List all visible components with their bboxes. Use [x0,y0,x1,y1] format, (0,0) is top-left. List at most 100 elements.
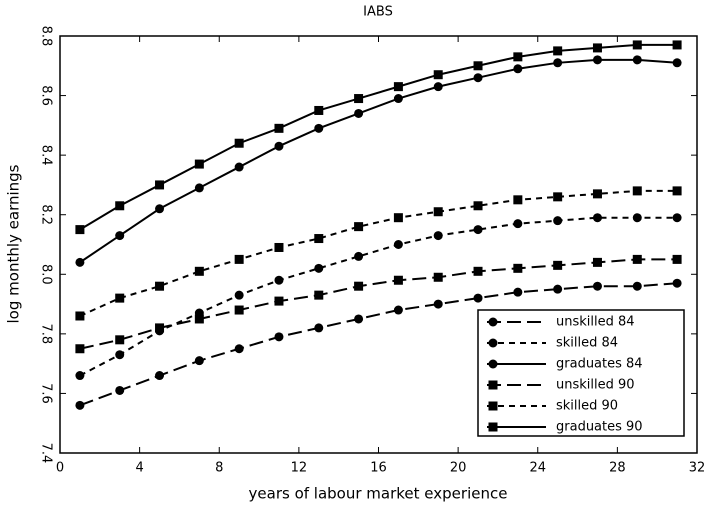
chart-title: IABS [363,5,393,20]
marker [115,335,125,345]
marker [354,251,364,261]
marker [274,123,284,133]
marker [155,371,165,381]
marker [433,299,443,309]
marker [75,225,85,235]
marker [354,281,364,291]
marker [194,183,204,193]
marker [234,290,244,300]
y-tick-label: 8.2 [39,204,54,225]
marker [75,344,85,354]
marker [553,58,563,68]
marker [513,195,523,205]
marker [155,281,165,291]
marker [473,73,483,83]
marker [433,70,443,80]
legend-label: graduates 90 [556,420,643,435]
marker [632,254,642,264]
marker [274,242,284,252]
marker [513,263,523,273]
marker [234,305,244,315]
marker [592,43,602,53]
marker [513,52,523,62]
marker [274,296,284,306]
marker [234,162,244,172]
marker [314,323,324,333]
marker [354,314,364,324]
marker [194,314,204,324]
legend-marker [488,380,498,390]
series-line [79,258,678,350]
marker [473,201,483,211]
legend-marker [488,401,498,411]
marker [75,400,85,410]
marker [672,278,682,288]
series-line [79,282,678,407]
marker [473,61,483,71]
marker [314,290,324,300]
x-tick-label: 12 [291,461,308,476]
marker [75,371,85,381]
legend-marker [488,317,498,327]
marker [393,94,403,104]
marker [155,204,165,214]
legend-label: skilled 84 [556,336,618,351]
marker [433,272,443,282]
marker [155,180,165,190]
marker [632,40,642,50]
marker [433,207,443,217]
y-axis-label: log monthly earnings [5,164,23,323]
marker [354,222,364,232]
marker [115,293,125,303]
marker [672,58,682,68]
legend-marker [488,422,498,432]
marker [473,266,483,276]
legend-label: skilled 90 [556,399,618,414]
marker [513,219,523,229]
marker [115,350,125,360]
marker [115,231,125,241]
marker [553,216,563,226]
marker [155,323,165,333]
y-tick-label: 8.8 [39,26,54,47]
marker [592,189,602,199]
marker [314,105,324,115]
legend-label: unskilled 90 [556,378,635,393]
x-tick-label: 16 [370,461,387,476]
marker [592,281,602,291]
marker [513,64,523,74]
marker [354,94,364,104]
x-tick-label: 0 [56,461,64,476]
legend-label: graduates 84 [556,357,643,372]
legend-marker [488,338,498,348]
marker [274,141,284,151]
legend-box [477,309,685,437]
marker [234,138,244,148]
marker [632,281,642,291]
x-tick-label: 20 [450,461,467,476]
y-tick-label: 7.4 [39,443,54,464]
marker [314,123,324,133]
marker [393,275,403,285]
y-tick-label: 8.4 [39,145,54,166]
marker [672,254,682,264]
x-tick-label: 24 [529,461,546,476]
marker [592,257,602,267]
marker [194,159,204,169]
marker [393,305,403,315]
y-tick-label: 7.8 [39,324,54,345]
y-tick-label: 7.6 [39,383,54,404]
marker [115,385,125,395]
marker [274,275,284,285]
marker [314,234,324,244]
marker [274,332,284,342]
marker [234,254,244,264]
series-line [79,43,678,231]
marker [433,82,443,92]
marker [553,260,563,270]
y-tick-label: 8.0 [39,264,54,285]
series-line [79,58,678,264]
x-tick-label: 8 [215,461,223,476]
